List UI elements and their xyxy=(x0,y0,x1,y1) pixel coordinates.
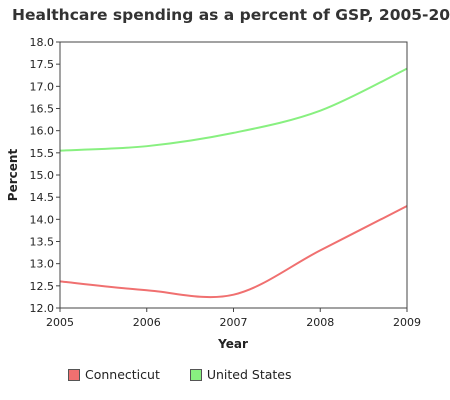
legend: Connecticut United States xyxy=(68,367,292,382)
y-tick-label: 14.0 xyxy=(30,213,55,226)
series-line-united-states[interactable] xyxy=(59,67,408,152)
legend-item-connecticut[interactable]: Connecticut xyxy=(68,367,160,382)
y-tick-label: 16.5 xyxy=(30,103,55,116)
plot-area xyxy=(59,67,408,299)
y-tick-label: 12.0 xyxy=(30,302,55,315)
x-tick-label: 2009 xyxy=(393,316,421,329)
x-tick-label: 2006 xyxy=(133,316,161,329)
data-point-connecticut[interactable] xyxy=(231,292,237,298)
x-tick-label: 2007 xyxy=(220,316,248,329)
y-tick-label: 18.0 xyxy=(30,36,55,49)
y-tick-label: 14.5 xyxy=(30,191,55,204)
y-tick-label: 16.0 xyxy=(30,125,55,138)
data-point-connecticut[interactable] xyxy=(144,287,150,293)
data-point-connecticut[interactable] xyxy=(317,247,323,253)
x-axis-title: Year xyxy=(217,337,248,351)
legend-item-united-states[interactable]: United States xyxy=(189,367,292,382)
y-tick-label: 17.0 xyxy=(30,80,55,93)
x-tick-label: 2005 xyxy=(46,316,74,329)
chart-title: Healthcare spending as a percent of GSP,… xyxy=(12,6,450,24)
legend-swatch-connecticut xyxy=(68,368,80,381)
legend-label-united-states: United States xyxy=(206,367,292,382)
series-line-connecticut[interactable] xyxy=(59,205,408,299)
axes: 12.0 12.5 13.0 13.5 14.0 14.5 15.0 15.5 16.0 16.5… xyxy=(30,36,422,329)
data-point-united-states[interactable] xyxy=(144,143,150,149)
y-tick-label: 13.0 xyxy=(30,258,55,271)
y-tick-label: 17.5 xyxy=(30,58,55,71)
y-tick-label: 12.5 xyxy=(30,280,55,293)
y-axis-title: Percent xyxy=(6,149,20,202)
y-tick-label: 15.0 xyxy=(30,169,55,182)
plot-frame xyxy=(59,41,408,309)
y-tick-label: 13.5 xyxy=(30,236,55,249)
data-point-united-states[interactable] xyxy=(317,108,323,114)
legend-label-connecticut: Connecticut xyxy=(85,367,160,382)
y-tick-label: 15.5 xyxy=(30,147,55,160)
data-point-united-states[interactable] xyxy=(231,130,237,136)
x-tick-label: 2008 xyxy=(306,316,334,329)
legend-swatch-united-states xyxy=(189,368,202,381)
